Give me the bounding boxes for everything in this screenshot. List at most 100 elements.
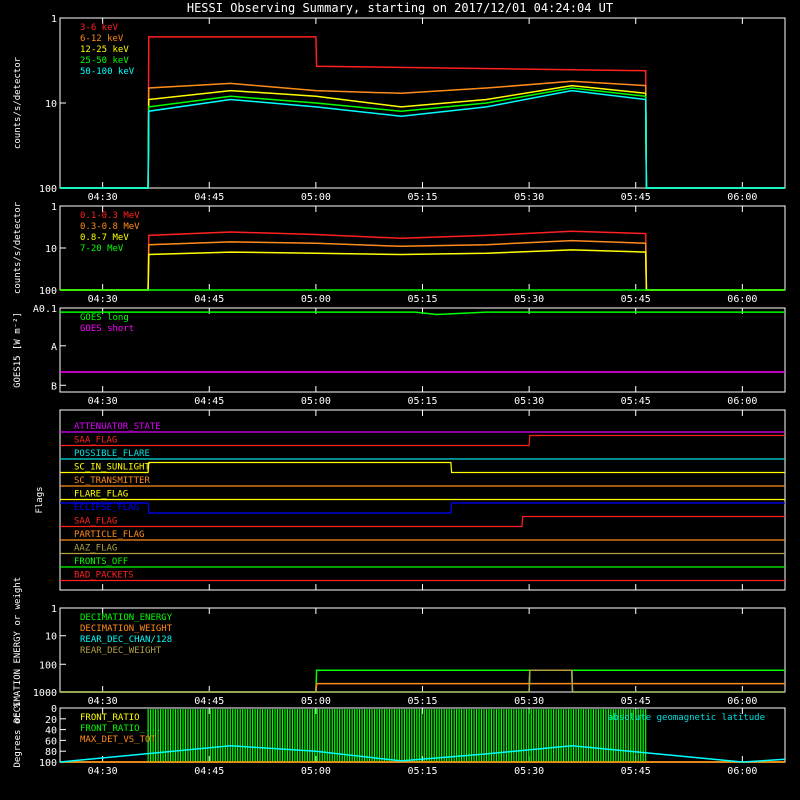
panel-frame xyxy=(59,205,786,291)
panel-hessi-count-rates: 04:30 04:45 05:00 05:15 05:30 05:45 06:00 1 10 10… xyxy=(13,14,786,203)
flag-label: SAA_FLAG xyxy=(74,436,117,446)
x-tick-label: 05:30 xyxy=(514,696,544,707)
x-tick-label: 04:45 xyxy=(194,766,224,777)
x-tick-label: 04:45 xyxy=(194,294,224,305)
x-tick-label: 05:00 xyxy=(301,766,331,777)
x-tick-label: 05:45 xyxy=(621,396,651,407)
legend-entry: 6-12 keV xyxy=(80,34,124,44)
flag-label: BAD_PACKETS xyxy=(74,571,134,581)
series-line xyxy=(60,84,785,189)
x-tick-label: 06:00 xyxy=(727,294,757,305)
x-tick-label: 05:45 xyxy=(621,192,651,203)
y-tick-label: A0.1 xyxy=(33,304,57,315)
flag-line xyxy=(60,515,785,528)
x-tick-label: 04:30 xyxy=(88,294,118,305)
y-axis-label: counts/s/detector xyxy=(13,56,23,149)
x-tick-label: 05:30 xyxy=(514,766,544,777)
y-axis-label: GOES15 [W m⁻²] xyxy=(13,312,23,388)
y-axis-label: DECIMATION ENERGY or weight xyxy=(13,577,23,723)
panel-flags: Flags ATTENUATOR_STATE SAA_FLAG POSSIBLE_FL… xyxy=(35,409,786,591)
legend-entry: GOES short xyxy=(80,324,134,334)
legend-entry: FRONT_RATIO xyxy=(80,713,140,723)
y-tick-label: 100 xyxy=(39,758,57,769)
flag-label: ECLIPSE_FLAG xyxy=(74,503,139,513)
legend-entry: DECIMATION_WEIGHT xyxy=(80,624,173,634)
x-tick-label: 05:00 xyxy=(301,396,331,407)
y-tick-label: 100 xyxy=(39,286,57,297)
legend-entry: GOES long xyxy=(80,313,129,323)
x-tick-label: 05:15 xyxy=(407,192,437,203)
y-tick-label: 10 xyxy=(45,99,57,110)
x-tick-label: 05:30 xyxy=(514,294,544,305)
x-tick-label: 04:45 xyxy=(194,396,224,407)
x-tick-label: 05:15 xyxy=(407,396,437,407)
series-line xyxy=(60,311,785,316)
legend-entry: MAX_DET_VS_TOT xyxy=(80,735,156,745)
legend-entry: 50-100 keV xyxy=(80,67,135,77)
x-tick-label: 05:45 xyxy=(621,766,651,777)
y-axis-label: Flags xyxy=(35,486,45,513)
flag-label: POSSIBLE_FLARE xyxy=(74,449,150,459)
flag-label: FRONTS_OFF xyxy=(74,557,128,567)
series-line xyxy=(60,89,785,189)
legend-entry: REAR_DEC_CHAN/128 xyxy=(80,635,172,645)
flag-label: AAZ_FLAG xyxy=(74,544,117,554)
y-tick-label: A xyxy=(51,342,57,353)
x-tick-label: 04:30 xyxy=(88,696,118,707)
legend-entry: 0.3-0.8 MeV xyxy=(80,222,140,232)
x-tick-label: 06:00 xyxy=(727,696,757,707)
flag-label: SAA_FLAG xyxy=(74,517,117,527)
y-tick-label: 1 xyxy=(51,604,57,615)
flag-line xyxy=(60,434,785,447)
legend-entry: 3-6 keV xyxy=(80,23,119,33)
flag-label: SC_TRANSMITTER xyxy=(74,476,150,486)
y-tick-label: 1 xyxy=(51,202,57,213)
annotation: absolute geomagnetic latitude xyxy=(608,713,765,723)
panel-decimation: 04:30 04:45 05:00 05:15 05:30 05:45 06:00 1 10 10… xyxy=(13,577,786,723)
panel-hessi-high-energy: 04:30 04:45 05:00 05:15 05:30 05:45 06:00 1 10 10… xyxy=(13,201,786,305)
x-tick-label: 05:30 xyxy=(514,396,544,407)
series-line xyxy=(60,230,785,291)
panel-frame xyxy=(59,307,786,393)
x-tick-label: 05:00 xyxy=(301,192,331,203)
series-line xyxy=(60,87,785,189)
legend-entry: 7-20 MeV xyxy=(80,244,124,254)
flag-label: FLARE_FLAG xyxy=(74,490,128,500)
flag-label: SC_IN_SUNLIGHT xyxy=(74,463,150,473)
series-line xyxy=(60,239,785,291)
y-tick-label: 80 xyxy=(45,747,57,758)
x-tick-label: 05:30 xyxy=(514,192,544,203)
legend-entry: 12-25 keV xyxy=(80,45,129,55)
x-tick-label: 05:15 xyxy=(407,294,437,305)
figure-title: HESSI Observing Summary, starting on 201… xyxy=(187,1,613,15)
x-tick-label: 04:45 xyxy=(194,696,224,707)
y-tick-label: 60 xyxy=(45,736,57,747)
x-tick-label: 04:45 xyxy=(194,192,224,203)
y-tick-label: 100 xyxy=(39,184,57,195)
flag-label: ATTENUATOR_STATE xyxy=(74,422,161,432)
legend-entry: DECIMATION_ENERGY xyxy=(80,613,173,623)
flag-line xyxy=(60,461,785,474)
flag-line xyxy=(60,502,785,514)
y-tick-label: 0 xyxy=(51,704,57,715)
y-tick-label: 10 xyxy=(45,632,57,643)
x-tick-label: 04:30 xyxy=(88,766,118,777)
x-tick-label: 05:45 xyxy=(621,696,651,707)
panel-ratios: 04:30 04:45 05:00 05:15 05:30 05:45 06:00 02040… xyxy=(13,702,786,777)
y-tick-label: 20 xyxy=(45,715,57,726)
x-tick-label: 06:00 xyxy=(727,396,757,407)
x-tick-label: 04:30 xyxy=(88,396,118,407)
x-tick-label: 05:15 xyxy=(407,696,437,707)
x-tick-label: 04:30 xyxy=(88,192,118,203)
y-tick-label: 10 xyxy=(45,244,57,255)
legend-entry: 0.1-0.3 MeV xyxy=(80,211,140,221)
legend-entry: 0.8-7 MeV xyxy=(80,233,129,243)
legend-entry: FRONT_RATIO_... xyxy=(80,724,161,734)
series-line xyxy=(59,745,786,763)
x-tick-label: 05:15 xyxy=(407,766,437,777)
x-tick-label: 05:00 xyxy=(301,294,331,305)
y-tick-label: 1000 xyxy=(33,688,57,699)
y-axis-label: Degrees or % xyxy=(13,702,23,768)
y-tick-label: B xyxy=(51,381,57,392)
